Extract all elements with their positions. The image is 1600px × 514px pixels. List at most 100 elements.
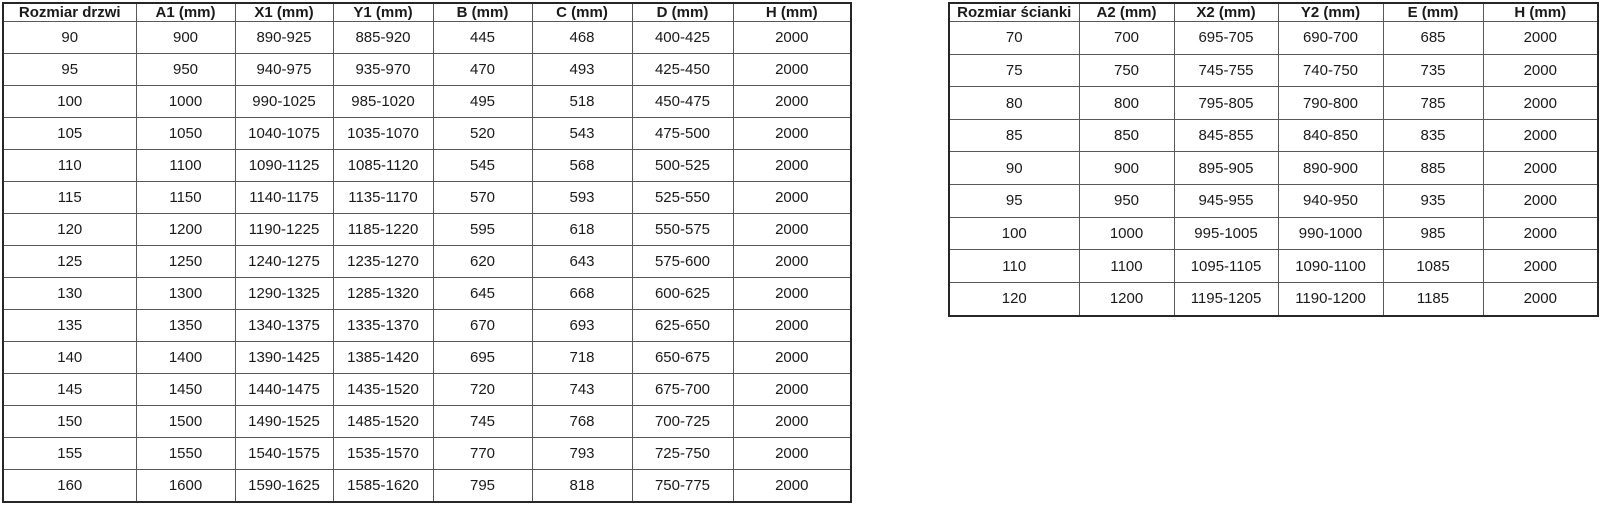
table-cell: 2000 xyxy=(732,276,852,310)
table-cell: 550-575 xyxy=(631,212,734,246)
table-cell: 990-1025 xyxy=(234,84,334,118)
table-cell: 525-550 xyxy=(631,180,734,214)
table-cell: 593 xyxy=(531,180,633,214)
table-cell: 120 xyxy=(948,281,1080,317)
table-cell: 2000 xyxy=(1482,281,1599,317)
table-cell: 1100 xyxy=(135,148,236,182)
table-cell: 1190-1200 xyxy=(1277,281,1384,317)
table-cell: 2000 xyxy=(1482,151,1599,186)
table-cell: 2000 xyxy=(1482,249,1599,283)
column-header: X2 (mm) xyxy=(1173,2,1279,22)
table-row: 95 950 945-955 940-950 935 2000 xyxy=(948,184,1599,218)
table-cell: 1035-1070 xyxy=(332,116,434,150)
table-cell: 470 xyxy=(432,52,533,86)
table-cell: 1085 xyxy=(1382,249,1484,283)
wall-panel-size-table: Rozmiar ścianki A2 (mm) X2 (mm) Y2 (mm) E (m… xyxy=(948,2,1599,317)
table-cell: 2000 xyxy=(732,212,852,246)
table-cell: 1090-1125 xyxy=(234,148,334,182)
table-cell: 1000 xyxy=(1078,216,1175,251)
table-cell: 885-920 xyxy=(332,21,434,54)
table-row: 110 1100 1095-1105 1090-1100 1085 2000 xyxy=(948,249,1599,283)
table-cell: 700 xyxy=(1078,21,1175,55)
table-cell: 668 xyxy=(531,276,633,310)
table-cell: 2000 xyxy=(1482,118,1599,153)
table-cell: 1440-1475 xyxy=(234,372,334,406)
table-cell: 95 xyxy=(2,52,137,86)
table-cell: 2000 xyxy=(732,148,852,182)
table-cell: 1000 xyxy=(135,84,236,118)
table-row: 85 850 845-855 840-850 835 2000 xyxy=(948,118,1599,153)
table-cell: 940-950 xyxy=(1277,184,1384,218)
column-header: A2 (mm) xyxy=(1078,2,1175,22)
table-cell: 495 xyxy=(432,84,533,118)
door-table-header: Rozmiar drzwi A1 (mm) X1 (mm) Y1 (mm) B (mm)… xyxy=(2,2,852,22)
table-cell: 850 xyxy=(1078,118,1175,153)
table-cell: 725-750 xyxy=(631,436,734,470)
table-cell: 1095-1105 xyxy=(1173,249,1279,283)
table-cell: 685 xyxy=(1382,21,1484,55)
table-row: 100 1000 990-1025 985-1020 495 518 450-475 2000 xyxy=(2,84,852,118)
table-cell: 2000 xyxy=(1482,184,1599,218)
table-cell: 1150 xyxy=(135,180,236,214)
table-cell: 90 xyxy=(948,151,1080,186)
table-cell: 600-625 xyxy=(631,276,734,310)
table-row: 90 900 895-905 890-900 885 2000 xyxy=(948,151,1599,186)
table-row: 95 950 940-975 935-970 470 493 425-450 2000 xyxy=(2,52,852,86)
table-cell: 85 xyxy=(948,118,1080,153)
table-cell: 110 xyxy=(2,148,137,182)
column-header: Rozmiar drzwi xyxy=(2,2,137,22)
table-cell: 1190-1225 xyxy=(234,212,334,246)
table-cell: 890-925 xyxy=(234,21,334,54)
table-cell: 1185 xyxy=(1382,281,1484,317)
table-cell: 985-1020 xyxy=(332,84,434,118)
header-row: Rozmiar ścianki A2 (mm) X2 (mm) Y2 (mm) E (m… xyxy=(948,2,1599,22)
door-size-table: Rozmiar drzwi A1 (mm) X1 (mm) Y1 (mm) B (mm)… xyxy=(2,2,852,503)
table-cell: 1450 xyxy=(135,372,236,406)
table-cell: 125 xyxy=(2,244,137,278)
table-cell: 575-600 xyxy=(631,244,734,278)
table-cell: 1240-1275 xyxy=(234,244,334,278)
table-cell: 1600 xyxy=(135,468,236,503)
column-header: C (mm) xyxy=(531,2,633,22)
table-cell: 595 xyxy=(432,212,533,246)
table-cell: 750 xyxy=(1078,53,1175,88)
column-header: X1 (mm) xyxy=(234,2,334,22)
table-cell: 1500 xyxy=(135,404,236,438)
table-cell: 620 xyxy=(432,244,533,278)
table-cell: 115 xyxy=(2,180,137,214)
table-cell: 718 xyxy=(531,340,633,374)
table-cell: 90 xyxy=(2,21,137,54)
table-cell: 2000 xyxy=(732,180,852,214)
header-row: Rozmiar drzwi A1 (mm) X1 (mm) Y1 (mm) B (mm)… xyxy=(2,2,852,22)
table-cell: 160 xyxy=(2,468,137,503)
table-cell: 2000 xyxy=(1482,21,1599,55)
table-cell: 150 xyxy=(2,404,137,438)
table-row: 155 1550 1540-1575 1535-1570 770 793 725-750 20… xyxy=(2,436,852,470)
table-cell: 690-700 xyxy=(1277,21,1384,55)
table-cell: 100 xyxy=(948,216,1080,251)
table-row: 70 700 695-705 690-700 685 2000 xyxy=(948,21,1599,55)
wall-table-body: 70 700 695-705 690-700 685 2000 75 750 745-755 74… xyxy=(948,21,1599,317)
table-cell: 645 xyxy=(432,276,533,310)
table-cell: 995-1005 xyxy=(1173,216,1279,251)
table-cell: 80 xyxy=(948,86,1080,120)
table-cell: 1550 xyxy=(135,436,236,470)
table-row: 140 1400 1390-1425 1385-1420 695 718 650-675 20… xyxy=(2,340,852,374)
table-row: 150 1500 1490-1525 1485-1520 745 768 700-725 20… xyxy=(2,404,852,438)
table-cell: 2000 xyxy=(732,244,852,278)
table-cell: 1135-1170 xyxy=(332,180,434,214)
table-cell: 895-905 xyxy=(1173,151,1279,186)
table-cell: 720 xyxy=(432,372,533,406)
table-cell: 768 xyxy=(531,404,633,438)
table-cell: 745-755 xyxy=(1173,53,1279,88)
table-cell: 95 xyxy=(948,184,1080,218)
table-cell: 1090-1100 xyxy=(1277,249,1384,283)
table-cell: 793 xyxy=(531,436,633,470)
table-row: 125 1250 1240-1275 1235-1270 620 643 575-600 20… xyxy=(2,244,852,278)
table-cell: 700-725 xyxy=(631,404,734,438)
table-row: 105 1050 1040-1075 1035-1070 520 543 475-500 20… xyxy=(2,116,852,150)
table-cell: 1285-1320 xyxy=(332,276,434,310)
table-row: 160 1600 1590-1625 1585-1620 795 818 750-775 20… xyxy=(2,468,852,503)
table-cell: 695 xyxy=(432,340,533,374)
